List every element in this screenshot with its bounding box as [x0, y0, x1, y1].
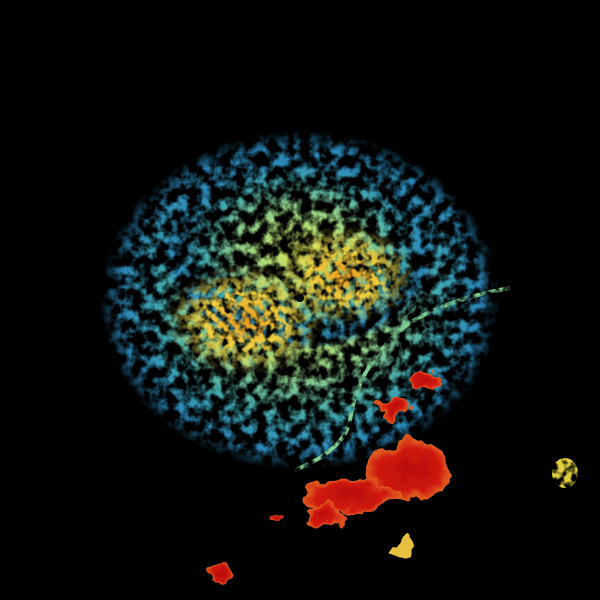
storm-cell: [409, 373, 441, 387]
storm-cells: [205, 373, 455, 585]
storm-cell: [377, 396, 413, 418]
echo-core: [165, 225, 415, 375]
echo-lobe: [275, 225, 415, 325]
echo-patch: [552, 458, 578, 488]
gust-front: [294, 286, 511, 472]
radar-site: [296, 294, 304, 302]
storm-cell: [268, 511, 284, 521]
storm-cell: [396, 540, 414, 556]
storm-cell: [205, 565, 229, 585]
storm-cell: [307, 501, 343, 529]
